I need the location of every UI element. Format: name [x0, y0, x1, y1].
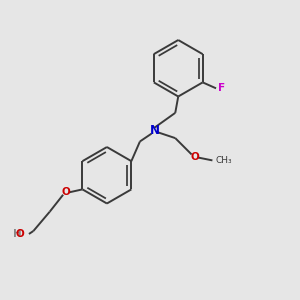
Text: O: O	[62, 188, 70, 197]
Text: O: O	[16, 229, 25, 239]
Text: H: H	[13, 229, 22, 239]
Text: CH₃: CH₃	[215, 156, 232, 165]
Text: F: F	[218, 83, 225, 93]
Text: O: O	[190, 152, 199, 162]
Text: N: N	[149, 124, 160, 137]
